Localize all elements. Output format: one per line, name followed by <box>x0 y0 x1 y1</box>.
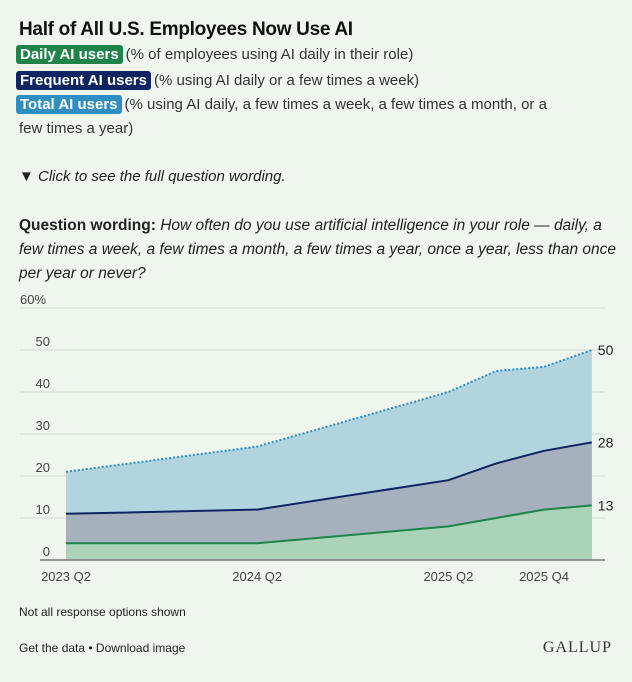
question-label: Question wording: <box>19 217 156 234</box>
y-tick-label: 40 <box>36 376 50 391</box>
series-line-2 <box>66 504 592 545</box>
legend-desc: (% of employees using AI daily in their … <box>125 46 414 63</box>
y-tick-label: 30 <box>36 418 50 433</box>
question-text: How often do you use artificial intellig… <box>19 217 617 282</box>
x-tick-label: 2025 Q2 <box>423 569 473 584</box>
question-wording-toggle[interactable]: ▼ Click to see the full question wording… <box>19 168 286 185</box>
end-label: 13 <box>598 497 614 513</box>
badge-total: Total AI users <box>16 95 122 114</box>
end-label: 50 <box>598 342 614 358</box>
badge-daily: Daily AI users <box>16 45 123 64</box>
y-tick-label: 20 <box>36 460 50 475</box>
series-line-1 <box>65 441 592 515</box>
area-chart: 0 10 20 30 40 50 60% 50 28 13 2023 Q2 2024 Q2 2025 Q… <box>20 292 614 584</box>
x-tick-label: 2024 Q2 <box>232 569 282 584</box>
badge-frequent: Frequent AI users <box>16 71 151 90</box>
legend-desc: (% using AI daily or a few times a week) <box>153 72 420 89</box>
chart-title: Half of All U.S. Employees Now Use AI <box>19 19 353 40</box>
series-line-0 <box>65 349 593 473</box>
area-2 <box>66 505 592 560</box>
x-tick-label: 2025 Q4 <box>519 569 569 584</box>
question-wording: Question wording: How often do you use a… <box>19 214 619 286</box>
legend-total: Total AI users (% using AI daily, a few t… <box>16 95 547 114</box>
footer-links[interactable]: Get the data • Download image <box>19 641 186 655</box>
footnote: Not all response options shown <box>19 605 186 619</box>
y-tick-label: 10 <box>36 502 50 517</box>
x-tick-label: 2023 Q2 <box>41 569 91 584</box>
y-tick-label: 60% <box>20 292 46 307</box>
legend-daily: Daily AI users (% of employees using AI d… <box>16 45 413 64</box>
y-tick-label: 0 <box>43 544 50 559</box>
gallup-logo: GALLUP <box>542 639 612 656</box>
legend-frequent: Frequent AI users (% using AI daily or a … <box>16 71 419 90</box>
legend-desc: (% using AI daily, a few times a week, a… <box>124 96 547 113</box>
end-label: 28 <box>598 434 614 450</box>
y-tick-label: 50 <box>36 334 50 349</box>
legend-desc-cont: few times a year) <box>19 120 134 137</box>
